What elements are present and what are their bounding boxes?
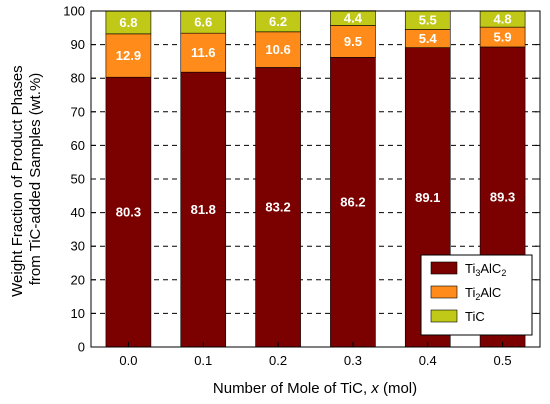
y-tick-label: 60: [71, 138, 85, 153]
y-axis-label-line2: from TiC-added Samples (wt.%): [27, 73, 44, 286]
segment-value-label: 89.1: [415, 190, 440, 205]
x-axis-label: Number of Mole of TiC, x (mol): [213, 380, 417, 397]
y-axis-ticks: 0 10 20 30 40 50 60 70 80 90 100: [63, 4, 540, 355]
y-tick-label: 90: [71, 37, 85, 52]
x-tick-label: 0.5: [494, 353, 512, 368]
legend-label: Ti3AlC2: [465, 261, 506, 278]
legend-label: Ti2AlC: [465, 285, 501, 302]
legend: Ti3AlC2 Ti2AlC TiC: [420, 254, 533, 336]
segment-value-label: 11.6: [191, 45, 216, 60]
segment-value-label: 5.5: [419, 13, 437, 28]
segment-value-label: 89.3: [490, 189, 515, 204]
segment-value-label: 12.9: [116, 48, 141, 63]
bar-segment: [330, 57, 376, 348]
legend-items: Ti3AlC2 Ti2AlC TiC: [430, 261, 506, 324]
y-tick-label: 10: [71, 306, 85, 321]
x-tick-label: 0.2: [269, 353, 287, 368]
segment-value-label: 10.6: [265, 42, 290, 57]
x-tick-label: 0.1: [194, 353, 212, 368]
bars: [105, 10, 526, 348]
y-tick-label: 50: [71, 172, 85, 187]
legend-swatch: [430, 261, 458, 275]
legend-swatch: [430, 309, 458, 323]
x-axis-label-suffix: (mol): [379, 380, 417, 397]
segment-value-label: 6.8: [119, 15, 137, 30]
x-tick-label: 0.3: [344, 353, 362, 368]
segment-value-label: 80.3: [116, 205, 141, 220]
y-tick-label: 100: [63, 4, 85, 19]
y-tick-label: 20: [71, 272, 85, 287]
y-tick-label: 30: [71, 239, 85, 254]
segment-value-label: 86.2: [340, 195, 365, 210]
segment-labels: 80.3 12.9 6.8 81.8 11.6 6.6 83.2 10.6 6.2 86.2 9.5…: [116, 11, 515, 220]
segment-value-label: 4.4: [344, 11, 363, 26]
legend-swatch: [430, 285, 458, 299]
segment-value-label: 81.8: [191, 202, 216, 217]
y-tick-label: 40: [71, 205, 85, 220]
x-axis-ticks: 0.0 0.1 0.2 0.3 0.4 0.5: [119, 342, 512, 368]
bar-segment: [330, 25, 376, 58]
segment-value-label: 6.6: [194, 15, 212, 30]
x-axis-label-var: x: [370, 380, 379, 397]
segment-value-label: 6.2: [269, 14, 287, 29]
y-tick-label: 0: [78, 340, 85, 355]
x-tick-label: 0.0: [119, 353, 137, 368]
y-axis-label: Weight Fraction of Product Phases from T…: [9, 61, 44, 297]
bar-segment: [180, 71, 227, 348]
y-tick-label: 80: [71, 71, 85, 86]
segment-value-label: 4.8: [494, 12, 512, 27]
bar-segment: [105, 76, 152, 348]
grid-lines: [91, 44, 540, 314]
segment-value-label: 83.2: [265, 200, 290, 215]
x-tick-label: 0.4: [419, 353, 437, 368]
y-axis-label-line1: Weight Fraction of Product Phases: [9, 65, 26, 297]
y-tick-label: 70: [71, 104, 85, 119]
bar-segment: [255, 31, 301, 68]
segment-value-label: 5.4: [419, 31, 438, 46]
x-axis-label-prefix: Number of Mole of TiC,: [213, 380, 371, 397]
legend-label: TiC: [465, 309, 485, 324]
segment-value-label: 9.5: [344, 34, 362, 49]
segment-value-label: 5.9: [494, 30, 512, 45]
